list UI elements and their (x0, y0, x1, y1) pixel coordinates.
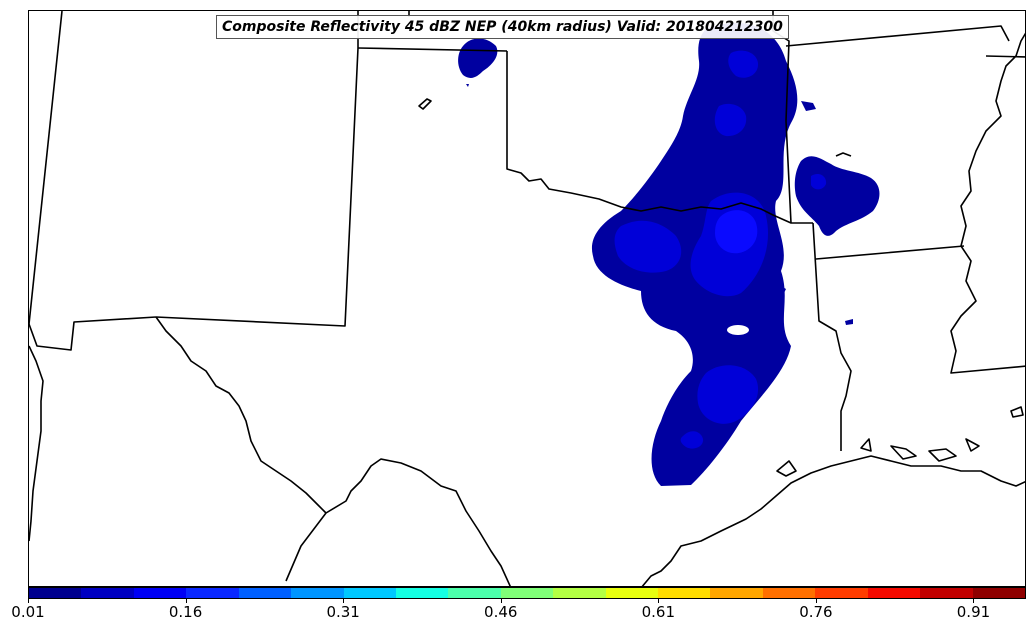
probability-map (29, 11, 1025, 586)
colorbar-segment (553, 588, 606, 598)
colorbar-segment (448, 588, 501, 598)
colorbar-tick (28, 599, 29, 603)
colorbar-tick (815, 599, 817, 603)
colorbar-segment (605, 588, 659, 598)
colorbar-segment (500, 588, 554, 598)
colorbar-tick-label: 0.76 (799, 603, 833, 621)
colorbar-segment (395, 588, 449, 598)
colorbar-tick (343, 599, 345, 603)
colorbar-tick (185, 599, 187, 603)
colorbar (28, 587, 1026, 599)
colorbar-tick-label: 0.46 (484, 603, 518, 621)
colorbar-segment (658, 588, 711, 598)
colorbar-segment (972, 588, 1026, 598)
map-title: Composite Reflectivity 45 dBZ NEP (40km … (216, 15, 789, 39)
colorbar-segment (133, 588, 187, 598)
colorbar-ticks: 0.01 0.16 0.31 0.46 0.61 0.76 0.91 (11, 599, 1026, 629)
colorbar-tick-label: 0.61 (641, 603, 676, 621)
map-panel (28, 10, 1026, 587)
colorbar-segment (343, 588, 396, 598)
colorbar-segment (920, 588, 973, 598)
colorbar-tick (658, 599, 660, 603)
colorbar-segment (29, 588, 82, 598)
colorbar-tick (500, 599, 502, 603)
colorbar-segment (815, 588, 868, 598)
colorbar-segment (291, 588, 344, 598)
colorbar-segment (710, 588, 763, 598)
colorbar-segment (867, 588, 921, 598)
colorbar-segment (81, 588, 134, 598)
colorbar-tick-label: 0.91 (956, 603, 991, 621)
colorbar-segment (762, 588, 816, 598)
colorbar-tick-label: 0.16 (168, 603, 203, 621)
state-borders (29, 11, 1025, 586)
colorbar-tick (973, 599, 975, 603)
colorbar-tick-label: 0.01 (11, 603, 45, 621)
colorbar-segment (186, 588, 239, 598)
colorbar-tick-label: 0.31 (326, 603, 360, 621)
probability-field-high (715, 210, 758, 254)
colorbar-segment (238, 588, 292, 598)
